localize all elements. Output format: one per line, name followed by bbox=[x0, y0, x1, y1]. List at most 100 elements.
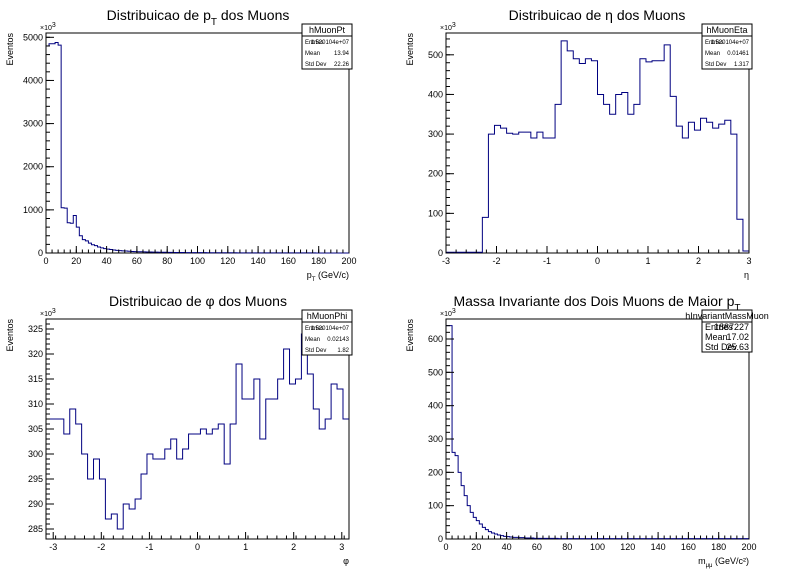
y-tick-label: 315 bbox=[28, 374, 43, 384]
chart-title-main: Distribuicao de p bbox=[107, 7, 211, 23]
x-tick-label: 120 bbox=[220, 256, 235, 266]
x-tick-label: -1 bbox=[543, 256, 551, 266]
stats-box-name: hMuonPhi bbox=[307, 311, 348, 321]
chart-title: Distribuicao de pT dos Muons bbox=[107, 7, 290, 28]
y-tick-label: 320 bbox=[28, 349, 43, 359]
stats-row-label: Entries bbox=[305, 40, 324, 46]
y-tick-label: 500 bbox=[428, 367, 443, 377]
y-tick-label: 300 bbox=[428, 434, 443, 444]
x-axis-label-tail: (GeV/c²) bbox=[712, 556, 749, 566]
x-tick-label: 60 bbox=[132, 256, 142, 266]
x-tick-label: 1 bbox=[645, 256, 650, 266]
y-tick-label: 100 bbox=[428, 208, 443, 218]
y-multiplier-exp: 3 bbox=[52, 308, 56, 315]
x-tick-label: -2 bbox=[97, 542, 105, 552]
y-tick-label: 200 bbox=[428, 169, 443, 179]
stats-box-name: hMuonEta bbox=[706, 25, 747, 35]
y-axis-label: Eventos bbox=[405, 33, 415, 66]
x-axis-label-main: η bbox=[744, 270, 749, 280]
stats-row-value: 17.02 bbox=[726, 332, 749, 342]
stats-row-label: Mean bbox=[705, 51, 720, 57]
stats-row-label: Entries bbox=[705, 40, 724, 46]
y-tick-label: 300 bbox=[28, 449, 43, 459]
x-tick-label: 60 bbox=[532, 542, 542, 552]
stats-row-label: Entries bbox=[305, 326, 324, 332]
y-tick-label: 500 bbox=[428, 50, 443, 60]
stats-row-value: 1.520104e+07 bbox=[310, 326, 349, 332]
stats-row-label: Std Dev bbox=[305, 348, 326, 354]
y-multiplier: ×103 bbox=[440, 308, 456, 318]
y-tick-label: 295 bbox=[28, 474, 43, 484]
y-tick-label: 200 bbox=[428, 467, 443, 477]
stats-row-value: 13.94 bbox=[334, 51, 350, 57]
x-tick-label: 2 bbox=[696, 256, 701, 266]
y-tick-label: 290 bbox=[28, 499, 43, 509]
stats-row-label: Std Dev bbox=[705, 62, 726, 68]
y-axis-label: Eventos bbox=[405, 319, 415, 352]
x-tick-label: 80 bbox=[562, 542, 572, 552]
y-multiplier-base: ×10 bbox=[40, 311, 52, 318]
x-axis-label: η bbox=[744, 270, 749, 280]
x-axis-label-main: φ bbox=[343, 556, 349, 566]
y-tick-label: 2000 bbox=[23, 162, 43, 172]
x-tick-label: 3 bbox=[339, 542, 344, 552]
x-tick-label: -1 bbox=[145, 542, 153, 552]
histogram-line bbox=[46, 41, 349, 254]
y-multiplier-base: ×10 bbox=[440, 25, 452, 32]
y-multiplier-exp: 3 bbox=[452, 22, 456, 29]
x-tick-label: 160 bbox=[281, 256, 296, 266]
y-multiplier: ×103 bbox=[40, 22, 56, 32]
chart-title-main: Distribuicao de φ dos Muons bbox=[109, 293, 287, 309]
x-tick-label: 1 bbox=[243, 542, 248, 552]
stats-row-value: 1.82 bbox=[337, 348, 349, 354]
x-tick-label: 200 bbox=[741, 542, 756, 552]
y-multiplier-exp: 3 bbox=[52, 22, 56, 29]
x-axis-label-sub: T bbox=[312, 277, 316, 283]
stats-row-value: 0.02143 bbox=[327, 337, 349, 343]
x-tick-label: 20 bbox=[71, 256, 81, 266]
y-tick-label: 0 bbox=[38, 248, 43, 258]
y-tick-label: 3000 bbox=[23, 119, 43, 129]
y-multiplier: ×103 bbox=[440, 22, 456, 32]
x-tick-label: 40 bbox=[502, 542, 512, 552]
x-tick-label: 140 bbox=[251, 256, 266, 266]
y-tick-label: 600 bbox=[428, 334, 443, 344]
y-tick-label: 0 bbox=[438, 248, 443, 258]
x-tick-label: 160 bbox=[681, 542, 696, 552]
chart-panel-3: Distribuicao de φ dos Muons -3 -2 -1 0 1 2 3 285… bbox=[5, 293, 353, 566]
y-tick-label: 310 bbox=[28, 399, 43, 409]
x-tick-label: 140 bbox=[651, 542, 666, 552]
y-multiplier-base: ×10 bbox=[40, 25, 52, 32]
x-axis-label-main: m bbox=[698, 556, 706, 566]
chart-title-sub: T bbox=[734, 303, 740, 314]
stats-row-value: 22.26 bbox=[334, 62, 350, 68]
x-axis-label-sub: μμ bbox=[706, 563, 713, 569]
x-tick-label: 200 bbox=[341, 256, 356, 266]
stats-row-label: Mean bbox=[305, 337, 320, 343]
y-tick-label: 1000 bbox=[23, 205, 43, 215]
stats-box-name: hInvariantMassMuon bbox=[685, 311, 769, 321]
stats-row-value: 1.520104e+07 bbox=[310, 40, 349, 46]
histogram-line bbox=[446, 325, 749, 540]
stats-box: hInvariantMassMuonEntries1887227Mean17.0… bbox=[685, 309, 769, 353]
y-tick-label: 305 bbox=[28, 424, 43, 434]
x-tick-label: -3 bbox=[49, 542, 57, 552]
x-tick-label: 0 bbox=[43, 256, 48, 266]
x-axis-label-main: p bbox=[307, 270, 312, 280]
x-tick-label: 40 bbox=[102, 256, 112, 266]
x-tick-label: 2 bbox=[291, 542, 296, 552]
x-tick-label: 0 bbox=[443, 542, 448, 552]
x-tick-label: 0 bbox=[595, 256, 600, 266]
x-axis-label-tail: (GeV/c) bbox=[315, 270, 349, 280]
stats-box-name: hMuonPt bbox=[309, 25, 346, 35]
y-multiplier-exp: 3 bbox=[452, 308, 456, 315]
stats-row-value: 25.63 bbox=[726, 342, 749, 352]
stats-row-value: 0.01461 bbox=[727, 51, 749, 57]
stats-row-label: Mean bbox=[705, 332, 728, 342]
y-tick-label: 400 bbox=[428, 89, 443, 99]
x-tick-label: 3 bbox=[746, 256, 751, 266]
y-tick-label: 5000 bbox=[23, 32, 43, 42]
